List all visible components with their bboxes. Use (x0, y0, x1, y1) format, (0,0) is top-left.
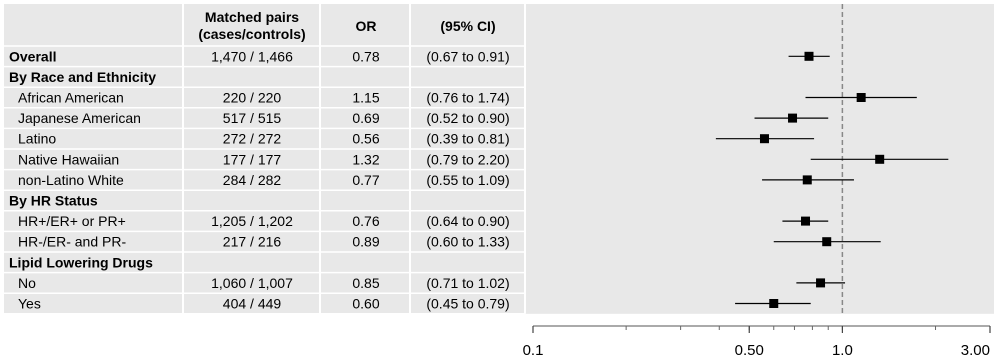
pairs-cell: 1,060 / 1,007 (211, 275, 293, 291)
pairs-cell: 404 / 449 (223, 296, 282, 312)
row-label: No (18, 275, 36, 291)
or-cell: 1.15 (352, 90, 379, 106)
or-cell: 0.69 (352, 110, 379, 126)
row-label: Native Hawaiian (18, 151, 119, 167)
table-row: HR+/ER+ or PR+ 1,205 / 1,202 0.76 (0.64 to … (18, 213, 510, 229)
group-label: By Race and Ethnicity (9, 69, 156, 85)
x-tick-label: 0.50 (735, 342, 764, 359)
or-marker (788, 113, 798, 123)
group-label: Overall (9, 48, 56, 64)
or-marker (856, 93, 866, 102)
forest-point (762, 175, 854, 185)
row-label: Yes (18, 296, 41, 312)
pairs-cell: 517 / 515 (223, 110, 282, 126)
row-label: Latino (18, 131, 56, 147)
x-tick-label: 1.0 (832, 342, 853, 359)
pairs-cell: 272 / 272 (223, 131, 282, 147)
ci-cell: (0.55 to 1.09) (426, 172, 509, 188)
row-label: African American (18, 90, 124, 106)
forest-point (805, 93, 917, 102)
table-row: No 1,060 / 1,007 0.85 (0.71 to 1.02) (18, 275, 510, 291)
ci-cell: (0.39 to 0.81) (426, 131, 509, 147)
table-row: Yes 404 / 449 0.60 (0.45 to 0.79) (18, 296, 510, 312)
or-marker (816, 278, 826, 288)
or-cell: 0.78 (352, 48, 379, 64)
pairs-cell: 1,205 / 1,202 (211, 213, 293, 229)
table-row: Japanese American 517 / 515 0.69 (0.52 to 0… (18, 110, 510, 126)
ci-cell: (0.52 to 0.90) (426, 110, 509, 126)
table-row: Overall 1,470 / 1,466 0.78 (0.67 to 0.91) (9, 48, 510, 64)
forest-point (715, 134, 815, 144)
table-row: non-Latino White 284 / 282 0.77 (0.55 to 1.… (18, 172, 510, 188)
or-marker (759, 134, 769, 144)
table-rows: Overall 1,470 / 1,466 0.78 (0.67 to 0.91) By… (9, 48, 510, 311)
pairs-cell: 284 / 282 (223, 172, 282, 188)
or-marker (804, 51, 814, 61)
table-row: HR-/ER- and PR- 217 / 216 0.89 (0.60 to 1.3… (18, 234, 510, 250)
or-marker (769, 299, 779, 308)
or-marker (802, 175, 812, 185)
row-label: HR+/ER+ or PR+ (18, 213, 126, 229)
row-label: non-Latino White (18, 172, 124, 188)
pairs-cell: 177 / 177 (223, 151, 282, 167)
ci-cell: (0.79 to 2.20) (426, 151, 509, 167)
table-row: Native Hawaiian 177 / 177 1.32 (0.79 to 2.2… (18, 151, 510, 167)
or-cell: 0.89 (352, 234, 379, 250)
x-tick-label: 3.00 (961, 342, 990, 359)
forest-point (788, 51, 830, 61)
forest-point (735, 299, 811, 308)
ci-cell: (0.45 to 0.79) (426, 296, 509, 312)
ci-cell: (0.71 to 1.02) (426, 275, 509, 291)
or-marker (875, 154, 885, 164)
ci-cell: (0.64 to 0.90) (426, 213, 509, 229)
or-cell: 1.32 (352, 151, 379, 167)
header-pairs-line1: Matched pairs (205, 9, 299, 25)
plot-area (715, 4, 949, 314)
forest-point (810, 154, 949, 164)
table-header: Matched pairs (cases/controls) OR (95% C… (198, 9, 495, 42)
table-row: By HR Status (9, 193, 98, 209)
x-tick-label: 0.1 (523, 342, 544, 359)
or-cell: 0.77 (352, 172, 379, 188)
forest-point (754, 113, 829, 123)
table-row: By Race and Ethnicity (9, 69, 156, 85)
pairs-cell: 220 / 220 (223, 90, 282, 106)
x-axis: 0.1 0.50 1.0 3.00 (523, 325, 991, 359)
table-row: Lipid Lowering Drugs (9, 254, 153, 270)
header-or: OR (356, 18, 377, 34)
group-label: Lipid Lowering Drugs (9, 254, 153, 270)
group-label: By HR Status (9, 193, 98, 209)
or-cell: 0.56 (352, 131, 379, 147)
row-label: HR-/ER- and PR- (18, 234, 126, 250)
or-marker (801, 216, 811, 226)
or-marker (822, 237, 832, 247)
forest-point (782, 216, 829, 226)
table-row: Latino 272 / 272 0.56 (0.39 to 0.81) (18, 131, 510, 147)
or-cell: 0.76 (352, 213, 379, 229)
table-row: African American 220 / 220 1.15 (0.76 to 1.… (18, 90, 510, 106)
row-label: Japanese American (18, 110, 141, 126)
pairs-cell: 1,470 / 1,466 (211, 48, 293, 64)
ci-cell: (0.76 to 1.74) (426, 90, 509, 106)
ci-cell: (0.60 to 1.33) (426, 234, 509, 250)
forest-point (773, 237, 881, 247)
header-ci: (95% CI) (440, 18, 495, 34)
ci-cell: (0.67 to 0.91) (426, 48, 509, 64)
header-pairs-line2: (cases/controls) (198, 26, 305, 42)
forest-point (796, 278, 846, 288)
or-cell: 0.85 (352, 275, 379, 291)
or-cell: 0.60 (352, 296, 379, 312)
pairs-cell: 217 / 216 (223, 234, 282, 250)
